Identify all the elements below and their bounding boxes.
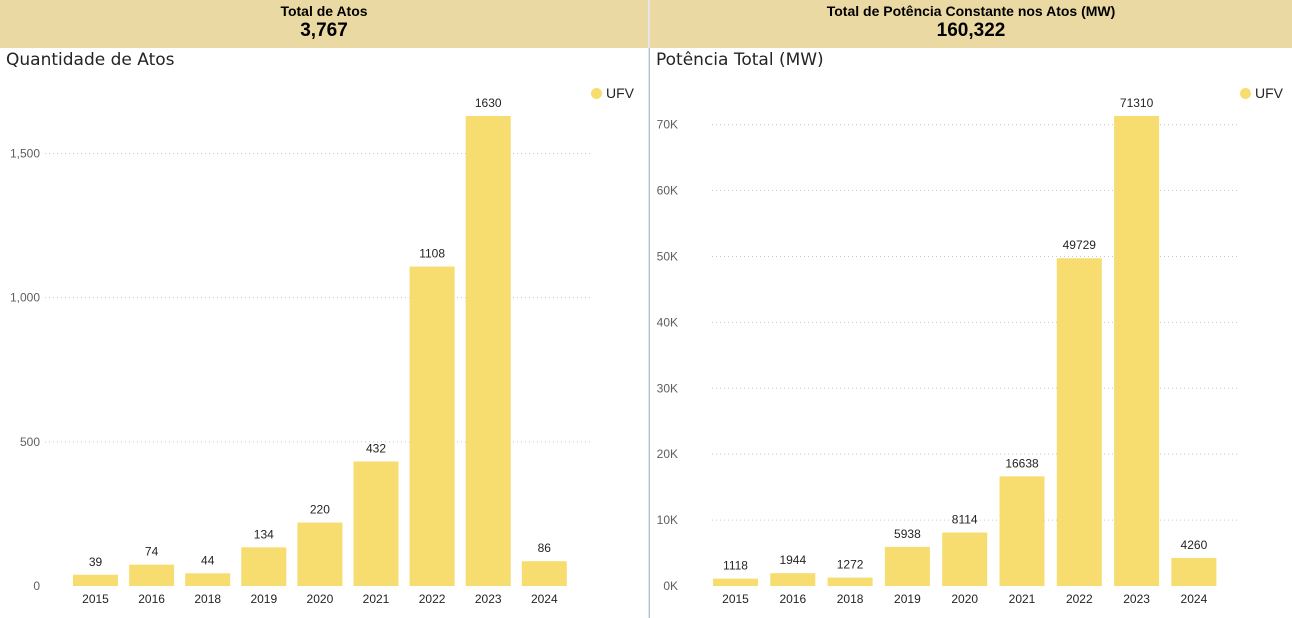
bar-2019[interactable] [884, 546, 930, 586]
x-tick-label: 2022 [1066, 592, 1093, 606]
data-label: 74 [145, 545, 159, 559]
x-tick-label: 2021 [1009, 592, 1036, 606]
kpi-label: Total de Potência Constante nos Atos (MW… [826, 3, 1116, 19]
bar-2023[interactable] [1114, 116, 1160, 586]
x-tick-label: 2015 [82, 592, 109, 606]
chart-title-potencia: Potência Total (MW) [656, 50, 824, 70]
bar-2022[interactable] [409, 266, 455, 586]
x-tick-label: 2019 [250, 592, 277, 606]
x-tick-label: 2018 [837, 592, 864, 606]
legend-marker [591, 87, 602, 99]
y-tick-label: 1,500 [10, 146, 40, 160]
data-label: 432 [366, 441, 386, 455]
x-tick-label: 2023 [475, 592, 502, 606]
data-label: 1944 [779, 553, 806, 567]
bar-2016[interactable] [129, 564, 175, 586]
bar-chart-quantidade-atos[interactable]: 0 500 1,000 1,500 39 2015 74 2016 44 2018 134 2019 2… [0, 48, 645, 618]
x-tick-label: 2015 [722, 592, 749, 606]
y-tick-label: 1,000 [10, 291, 40, 305]
y-tick-label: 70K [657, 118, 678, 132]
data-label: 44 [201, 553, 215, 567]
data-label: 86 [538, 541, 552, 555]
legend-marker [1240, 87, 1251, 99]
data-label: 1118 [723, 559, 748, 573]
bar-2023[interactable] [465, 116, 511, 586]
data-label: 49729 [1063, 238, 1097, 252]
y-tick-label: 0K [663, 579, 678, 593]
y-tick-label: 0 [33, 579, 40, 593]
bar-2015[interactable] [713, 578, 758, 586]
bar-2018[interactable] [827, 577, 873, 586]
y-tick-label: 30K [657, 381, 678, 395]
legend-potencia[interactable]: UFV [1240, 85, 1283, 101]
x-tick-label: 2020 [307, 592, 334, 606]
y-tick-label: 500 [20, 435, 40, 449]
data-label: 71310 [1120, 96, 1154, 110]
y-tick-label: 10K [657, 513, 678, 527]
data-label: 1272 [837, 558, 864, 572]
bar-2022[interactable] [1056, 258, 1102, 586]
x-tick-label: 2022 [419, 592, 446, 606]
kpi-value: 3,767 [300, 20, 348, 41]
bar-2020[interactable] [297, 522, 343, 586]
x-tick-label: 2023 [1123, 592, 1150, 606]
bar-chart-potencia-total[interactable]: 0K 10K 20K 30K 40K 50K 60K 70K 1118 2015 1944 2016 1… [650, 48, 1292, 618]
bar-2019[interactable] [241, 547, 287, 586]
x-tick-label: 2020 [951, 592, 978, 606]
x-tick-label: 2016 [779, 592, 806, 606]
data-label: 134 [254, 527, 274, 541]
x-tick-label: 2018 [194, 592, 221, 606]
panel-divider-line [649, 48, 650, 618]
bar-2018[interactable] [185, 573, 231, 586]
data-label: 1630 [475, 96, 502, 110]
legend-label: UFV [606, 85, 634, 101]
kpi-total-potencia: Total de Potência Constante nos Atos (MW… [650, 0, 1292, 48]
bar-2020[interactable] [942, 532, 988, 586]
legend-label: UFV [1255, 85, 1283, 101]
x-tick-label: 2016 [138, 592, 165, 606]
data-label: 4260 [1181, 538, 1208, 552]
data-label: 8114 [952, 513, 978, 527]
chart-title-quantidade: Quantidade de Atos [6, 50, 175, 70]
x-tick-label: 2021 [363, 592, 390, 606]
legend-quantidade[interactable]: UFV [591, 85, 634, 101]
x-tick-label: 2019 [894, 592, 921, 606]
y-tick-label: 60K [657, 184, 678, 198]
data-label: 16638 [1005, 456, 1039, 470]
bar-2016[interactable] [770, 573, 816, 586]
bar-2015[interactable] [73, 574, 118, 586]
x-tick-label: 2024 [531, 592, 558, 606]
data-label: 220 [310, 503, 330, 517]
data-label: 5938 [894, 527, 921, 541]
data-label: 39 [89, 555, 103, 569]
kpi-total-atos: Total de Atos 3,767 [0, 0, 648, 48]
bar-2024[interactable] [521, 561, 567, 586]
bar-2024[interactable] [1171, 557, 1217, 586]
bar-2021[interactable] [999, 476, 1045, 586]
y-tick-label: 50K [657, 249, 678, 263]
kpi-value: 160,322 [936, 20, 1006, 41]
y-tick-label: 20K [657, 447, 678, 461]
data-label: 1108 [419, 247, 445, 261]
bar-2021[interactable] [353, 461, 399, 586]
y-tick-label: 40K [657, 315, 678, 329]
kpi-label: Total de Atos [280, 3, 368, 19]
x-tick-label: 2024 [1181, 592, 1208, 606]
